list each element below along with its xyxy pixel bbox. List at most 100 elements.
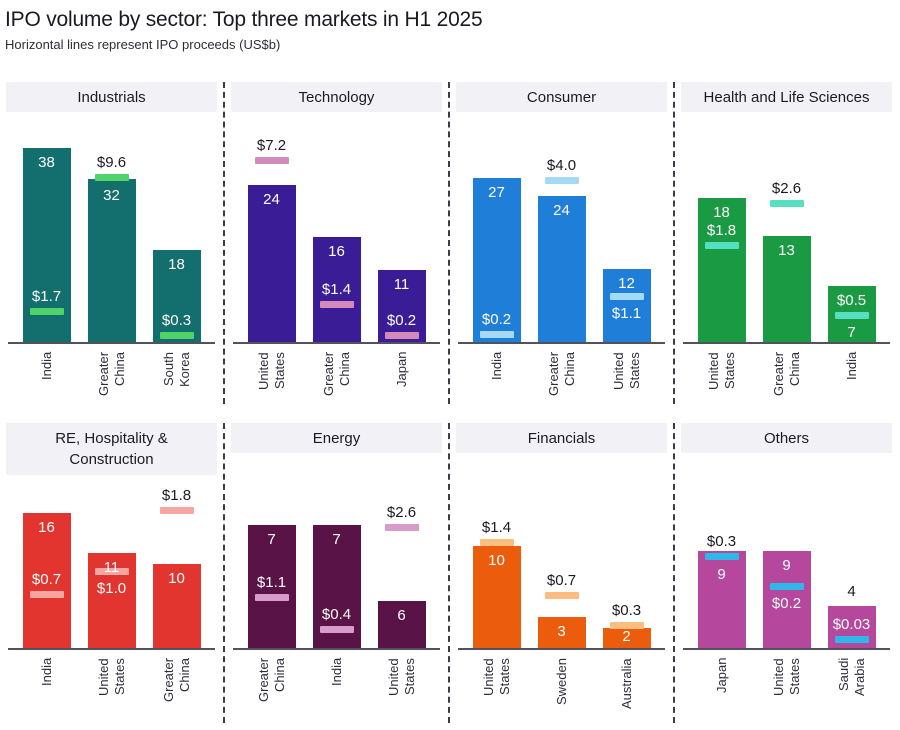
proceeds-marker-united-states bbox=[94, 568, 129, 575]
panel-title-line: Industrials bbox=[77, 88, 146, 106]
panel-plot: 16 $0.7 11 $1.0 10 $1.8 bbox=[0, 478, 223, 648]
proceeds-marker-sweden bbox=[544, 592, 579, 599]
panel-header-zone: Health and Life Sciences bbox=[675, 82, 898, 132]
panel-header-zone: RE, Hospitality & Construction bbox=[0, 423, 223, 478]
bar-japan bbox=[377, 270, 426, 342]
proceeds-marker-india bbox=[319, 626, 354, 633]
market-label-greater-china: Greater China bbox=[255, 658, 287, 703]
market-label-india: India bbox=[843, 352, 859, 381]
volume-label-india: 16 bbox=[38, 519, 55, 536]
proceeds-label-united-states: $0.2 bbox=[771, 595, 802, 612]
market-label-india: India bbox=[488, 352, 504, 381]
axis-line bbox=[233, 648, 440, 650]
panel-title-line: Consumer bbox=[526, 88, 597, 106]
x-axis-labels: India United States Greater China bbox=[0, 650, 223, 723]
market-label-greater-china: Greater China bbox=[320, 352, 352, 397]
market-label-united-states: United States bbox=[480, 658, 512, 696]
panel-header-zone: Industrials bbox=[0, 82, 223, 132]
x-label-cell: United States bbox=[362, 658, 442, 723]
x-label-cell: India bbox=[812, 352, 892, 404]
proceeds-marker-saudi-arabia bbox=[834, 636, 869, 643]
sector-panel-energy: Energy 7 $1.1 7 $0.4 6 $2.6 Greater China India U… bbox=[225, 423, 448, 723]
panel-plot: 27 $0.2 24 $4.0 12 $1.1 bbox=[450, 132, 673, 342]
x-axis-labels: Japan United States Saudi Arabia bbox=[675, 650, 898, 723]
panel-title-consumer: Consumer bbox=[456, 82, 667, 112]
volume-label-sweden: 3 bbox=[557, 623, 566, 640]
market-label-greater-china: Greater China bbox=[95, 352, 127, 397]
market-label-greater-china: Greater China bbox=[160, 658, 192, 703]
volume-label-greater-china: 7 bbox=[267, 531, 276, 548]
bar-india bbox=[22, 513, 71, 648]
market-label-australia: Australia bbox=[618, 658, 634, 709]
volume-label-greater-china: 10 bbox=[168, 570, 185, 587]
volume-label-saudi-arabia: 4 bbox=[847, 583, 856, 600]
x-label-cell: United States bbox=[587, 352, 667, 404]
bar-south-korea bbox=[152, 250, 201, 342]
panel-title-line: Technology bbox=[298, 88, 375, 106]
sector-panel-consumer: Consumer 27 $0.2 24 $4.0 12 $1.1 India Greater C… bbox=[450, 82, 673, 404]
bar-greater-china bbox=[247, 525, 296, 648]
volume-label-greater-china: 13 bbox=[778, 242, 795, 259]
volume-label-australia: 2 bbox=[622, 628, 631, 645]
axis-line bbox=[8, 342, 215, 344]
panel-plot: 18 $1.8 13 $2.6 7 $0.5 bbox=[675, 132, 898, 342]
bar-greater-china bbox=[87, 179, 136, 342]
bar-greater-china bbox=[312, 237, 361, 342]
axis-line bbox=[683, 342, 890, 344]
chart-title: IPO volume by sector: Top three markets … bbox=[5, 8, 483, 31]
volume-label-united-states: 24 bbox=[263, 191, 280, 208]
market-label-united-states: United States bbox=[770, 658, 802, 696]
market-label-india: India bbox=[38, 352, 54, 381]
proceeds-marker-greater-china bbox=[94, 174, 129, 181]
panel-title-financials: Financials bbox=[456, 423, 667, 453]
x-label-cell: Australia bbox=[587, 658, 667, 723]
panel-title-energy: Energy bbox=[231, 423, 442, 453]
proceeds-marker-greater-china bbox=[159, 507, 194, 514]
page-header: IPO volume by sector: Top three markets … bbox=[0, 0, 900, 80]
proceeds-label-united-states: $1.1 bbox=[611, 305, 642, 322]
sector-panel-technology: Technology 24 $7.2 16 $1.4 11 $0.2 United State… bbox=[225, 82, 448, 404]
proceeds-label-india: $0.2 bbox=[481, 311, 512, 328]
x-label-cell: Japan bbox=[362, 352, 442, 404]
chart-row-top: Industrials 38 $1.7 32 $9.6 18 $0.3 India Greate… bbox=[0, 82, 900, 404]
bar-greater-china bbox=[537, 196, 586, 342]
market-label-saudi-arabia: Saudi Arabia bbox=[835, 658, 867, 696]
market-label-japan: Japan bbox=[393, 352, 409, 388]
volume-label-india: 38 bbox=[38, 154, 55, 171]
axis-line bbox=[683, 648, 890, 650]
proceeds-label-greater-china: $2.6 bbox=[771, 180, 802, 197]
market-label-greater-china: Greater China bbox=[545, 352, 577, 397]
market-label-india: India bbox=[328, 658, 344, 687]
x-axis-labels: United States Greater China Japan bbox=[225, 344, 448, 404]
proceeds-label-sweden: $0.7 bbox=[546, 572, 577, 589]
panel-separator bbox=[448, 82, 450, 404]
panel-title-industrials: Industrials bbox=[6, 82, 217, 112]
proceeds-label-united-states: $1.8 bbox=[706, 222, 737, 239]
proceeds-marker-greater-china bbox=[319, 301, 354, 308]
proceeds-marker-united-states bbox=[769, 583, 804, 590]
proceeds-marker-greater-china bbox=[254, 594, 289, 601]
x-axis-labels: Greater China India United States bbox=[225, 650, 448, 723]
proceeds-label-greater-china: $9.6 bbox=[96, 154, 127, 171]
panel-plot: 38 $1.7 32 $9.6 18 $0.3 bbox=[0, 132, 223, 342]
bar-united-states bbox=[697, 198, 746, 342]
volume-label-india: 7 bbox=[332, 531, 341, 548]
proceeds-label-united-states: $1.4 bbox=[481, 519, 512, 536]
volume-label-south-korea: 18 bbox=[168, 256, 185, 273]
x-axis-labels: India Greater China United States bbox=[450, 344, 673, 404]
proceeds-marker-united-states bbox=[704, 242, 739, 249]
panel-header-zone: Financials bbox=[450, 423, 673, 478]
bar-australia bbox=[602, 628, 651, 648]
chart-row-bottom: RE, Hospitality & Construction 16 $0.7 11 $1.… bbox=[0, 423, 900, 723]
sector-panel-industrials: Industrials 38 $1.7 32 $9.6 18 $0.3 India Greate… bbox=[0, 82, 223, 404]
panel-title-line: Others bbox=[763, 429, 809, 447]
chart-subtitle: Horizontal lines represent IPO proceeds … bbox=[5, 37, 281, 52]
bar-united-states bbox=[472, 546, 521, 648]
bar-united-states bbox=[602, 269, 651, 342]
proceeds-label-australia: $0.3 bbox=[611, 602, 642, 619]
market-label-united-states: United States bbox=[610, 352, 642, 390]
bar-united-states bbox=[762, 551, 811, 648]
sector-panel-health-and-life-sciences: Health and Life Sciences 18 $1.8 13 $2.6 7 $0.… bbox=[675, 82, 898, 404]
bar-sweden bbox=[537, 617, 586, 648]
proceeds-label-south-korea: $0.3 bbox=[161, 312, 192, 329]
